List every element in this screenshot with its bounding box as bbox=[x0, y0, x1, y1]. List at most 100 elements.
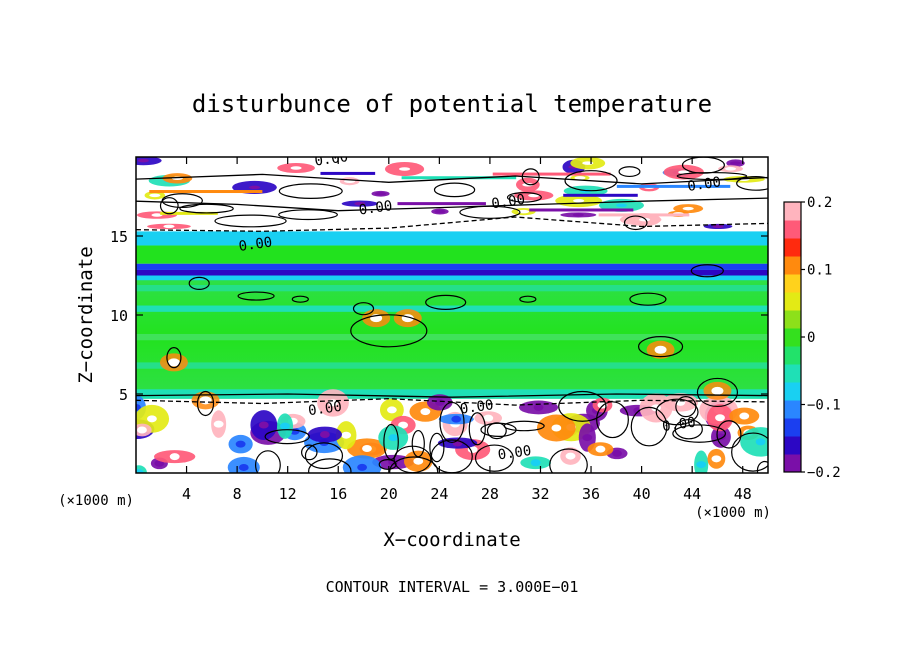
contour-loop bbox=[264, 429, 310, 445]
lower-cell-core bbox=[386, 406, 397, 414]
contour-loop bbox=[519, 295, 537, 303]
lower-cell-core bbox=[238, 463, 249, 471]
contour-loop bbox=[188, 276, 210, 290]
contour-loop bbox=[474, 444, 514, 472]
lower-cell-core bbox=[565, 452, 576, 460]
contour-label: 0.00 bbox=[491, 192, 527, 213]
mid-cell-core bbox=[167, 358, 180, 367]
band-cold-fringe bbox=[136, 275, 768, 281]
lower-cell-core bbox=[357, 463, 368, 471]
lower-cell-core bbox=[280, 422, 290, 430]
colorbar-swatch bbox=[784, 364, 801, 383]
contour-loop bbox=[301, 444, 318, 461]
contour-lines bbox=[136, 157, 768, 473]
lower-cell-core bbox=[595, 445, 606, 453]
x-unit-left: (×1000 m) bbox=[58, 493, 134, 509]
x-axis-label: X−coordinate bbox=[383, 529, 520, 551]
contour-loop bbox=[629, 292, 667, 306]
contour-loop bbox=[674, 419, 703, 440]
contour-loop bbox=[618, 166, 641, 178]
band-neutral-stripe bbox=[136, 333, 768, 341]
chart-title: disturbunce of potential temperature bbox=[192, 90, 712, 118]
lower-cell-core bbox=[213, 420, 224, 428]
contour-loop bbox=[166, 347, 182, 369]
band-upper bbox=[136, 157, 768, 232]
lower-cell-core bbox=[716, 433, 726, 441]
contour-loop bbox=[291, 295, 309, 303]
x-tick-label: 8 bbox=[233, 485, 242, 503]
upper-cell-core bbox=[163, 224, 175, 229]
upper-cell-core bbox=[729, 161, 742, 165]
lower-cell-core bbox=[483, 414, 494, 422]
band-upper-neutral bbox=[136, 245, 768, 264]
colorbar-swatch bbox=[784, 418, 801, 437]
colorbar-swatch bbox=[784, 310, 801, 329]
contour-loop bbox=[439, 401, 465, 444]
contour-loop bbox=[736, 176, 768, 191]
contour-loop bbox=[506, 191, 542, 203]
contour-loop bbox=[630, 406, 668, 447]
lower-cell-core bbox=[169, 453, 180, 461]
lower-cell-core bbox=[398, 421, 408, 429]
lower-cell-core bbox=[434, 398, 445, 406]
colorbar: 0.2 0.1 0 −0.1 −0.2 bbox=[783, 195, 841, 481]
upper-cell-core bbox=[573, 199, 585, 203]
colorbar-tick-label: 0.2 bbox=[807, 195, 832, 211]
x-tick-label: 28 bbox=[481, 485, 499, 503]
contour-loop bbox=[676, 171, 748, 181]
colorbar-swatch bbox=[784, 238, 801, 257]
upper-cell-core bbox=[582, 161, 594, 165]
colorbar-swatch bbox=[784, 454, 801, 473]
band-cold-core bbox=[136, 269, 768, 276]
band-neutral-stripe bbox=[136, 284, 768, 292]
colorbar-swatch bbox=[784, 274, 801, 293]
upper-streak bbox=[160, 211, 218, 215]
colorbar-swatch bbox=[784, 382, 801, 401]
contour-label: 0.00 bbox=[307, 399, 343, 420]
lower-cell-core bbox=[467, 446, 478, 454]
contour-loop bbox=[159, 197, 179, 215]
colorbar-swatch bbox=[784, 256, 801, 275]
upper-cell-core bbox=[574, 176, 586, 180]
upper-cell-core bbox=[638, 217, 651, 222]
lower-cell-core bbox=[739, 412, 750, 420]
upper-cell-core bbox=[682, 206, 694, 211]
mid-cell-core bbox=[711, 386, 724, 395]
lower-cell-core bbox=[451, 415, 462, 423]
lower-cell-core bbox=[612, 449, 622, 457]
contour-loop bbox=[411, 429, 425, 458]
upper-streak bbox=[598, 213, 690, 217]
x-tick-label: 48 bbox=[734, 485, 752, 503]
upper-cell-core bbox=[248, 185, 261, 190]
x-tick-label: 44 bbox=[683, 485, 701, 503]
colorbar-swatch bbox=[784, 328, 801, 347]
contour-loop bbox=[308, 458, 352, 473]
y-axis: 5 10 15 bbox=[110, 228, 768, 404]
upper-cell-core bbox=[151, 213, 163, 217]
upper-cell-core bbox=[434, 209, 446, 214]
lower-cell-core bbox=[533, 403, 544, 411]
band-cold-edge bbox=[136, 263, 768, 270]
contour-loop bbox=[486, 422, 507, 440]
contour-label: 0.00 bbox=[238, 234, 274, 255]
contour-loop bbox=[468, 412, 486, 446]
upper-cell-core bbox=[517, 209, 530, 214]
lower-cell-core bbox=[319, 430, 330, 438]
contour-loop bbox=[655, 398, 699, 426]
lower-cell-core bbox=[530, 459, 541, 467]
contour-loop bbox=[179, 203, 234, 214]
upper-streak bbox=[149, 190, 263, 194]
x-tick-label: 4 bbox=[182, 485, 191, 503]
upper-cell-core bbox=[149, 193, 161, 198]
contour-loop bbox=[558, 390, 607, 422]
contour-loop bbox=[672, 424, 727, 443]
lower-cell-core bbox=[711, 455, 722, 463]
y-tick-label: 10 bbox=[110, 307, 128, 325]
mid-cell-core bbox=[199, 396, 212, 405]
contour-loop bbox=[731, 432, 768, 472]
colorbar-swatch bbox=[784, 400, 801, 419]
lower-cell-core bbox=[715, 414, 725, 422]
contour-loop bbox=[196, 390, 215, 417]
upper-streak bbox=[397, 202, 486, 206]
